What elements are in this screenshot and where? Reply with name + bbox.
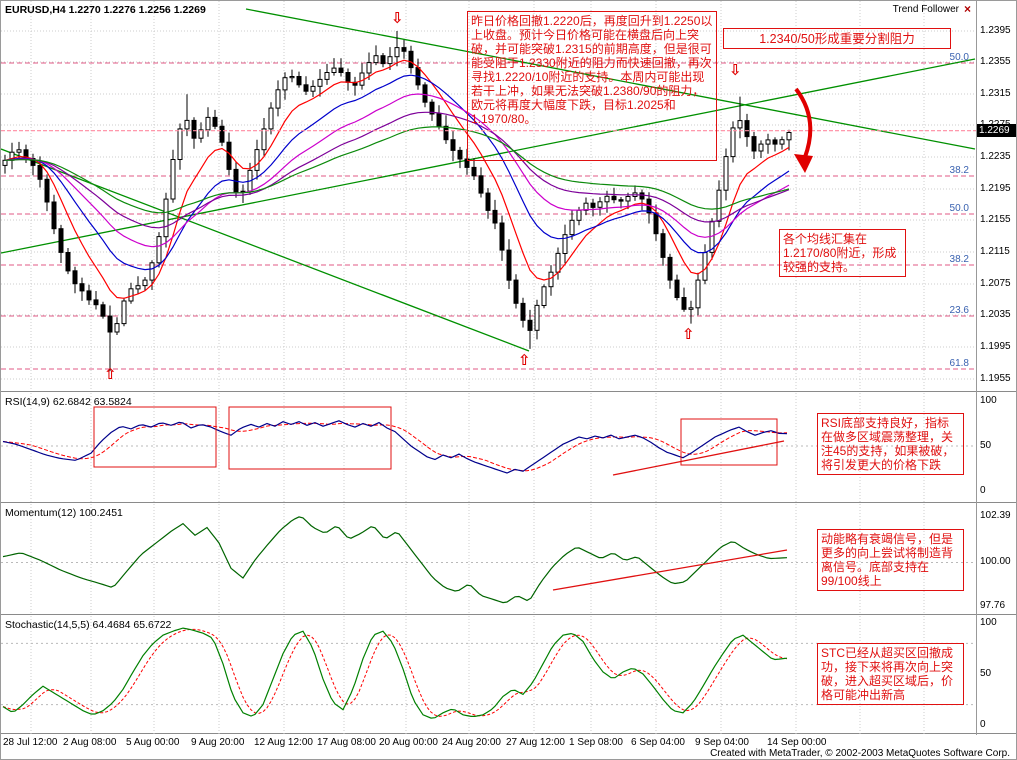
metatrader-credit: Created with MetaTrader, © 2002-2003 Met… — [710, 748, 1010, 759]
rsi-indicator-label: RSI(14,9) 62.6842 63.5824 — [5, 396, 132, 408]
main-chart-panel: 50.0 38.2 50.0 38.2 23.6 61.8 — [1, 1, 1016, 392]
signal-arrow-up: ⇧ — [682, 326, 695, 343]
resistance-annotation: 1.2340/50形成重要分割阻力 — [723, 28, 951, 49]
time-axis-label: 6 Sep 04:00 — [631, 737, 685, 748]
time-axis-label: 2 Aug 08:00 — [63, 737, 117, 748]
time-axis[interactable]: 28 Jul 12:00 2 Aug 08:00 5 Aug 00:00 9 Aug … — [1, 735, 1016, 751]
forecast-annotation: 昨日价格回撤1.2220后，再度回升到1.2250以上收盘。预计今日价格可能在横… — [467, 11, 717, 161]
price-axis-label: 1.1995 — [980, 341, 1011, 352]
svg-text:23.6: 23.6 — [950, 305, 970, 316]
signal-arrow-down: ⇩ — [391, 10, 404, 27]
svg-text:38.2: 38.2 — [950, 165, 970, 176]
signal-arrow-up: ⇧ — [104, 366, 117, 383]
momentum-canvas[interactable] — [1, 504, 976, 615]
time-axis-label: 1 Sep 08:00 — [569, 737, 623, 748]
current-price-badge: 1.2269 — [977, 124, 1016, 137]
momentum-panel — [1, 504, 1016, 615]
rsi-canvas[interactable] — [1, 393, 976, 503]
time-axis-label: 9 Aug 20:00 — [191, 737, 245, 748]
time-axis-label: 24 Aug 20:00 — [442, 737, 501, 748]
stochastic-panel — [1, 616, 1016, 734]
time-axis-label: 28 Jul 12:00 — [3, 737, 58, 748]
price-axis-label: 1.2155 — [980, 214, 1011, 225]
indicator-axis-label: 50 — [980, 440, 992, 451]
rsi-annotation: RSI底部支持良好，指标在做多区域震荡整理，关注45的支持，如果被破，将引发更大… — [817, 413, 964, 475]
stochastic-indicator-label: Stochastic(14,5,5) 64.4684 65.6722 — [5, 619, 172, 631]
svg-text:61.8: 61.8 — [950, 358, 970, 369]
signal-arrow-up: ⇧ — [518, 352, 531, 369]
svg-text:50.0: 50.0 — [950, 52, 970, 63]
time-axis-label: 5 Aug 00:00 — [126, 737, 180, 748]
signal-arrow-down: ⇩ — [729, 62, 742, 79]
svg-text:38.2: 38.2 — [950, 254, 970, 265]
time-axis-label: 27 Aug 12:00 — [506, 737, 565, 748]
price-axis-label: 1.2395 — [980, 25, 1011, 36]
indicator-axis-label: 102.39 — [980, 510, 1011, 521]
indicator-axis-label: 50 — [980, 668, 992, 679]
time-axis-label: 14 Sep 00:00 — [767, 737, 827, 748]
indicator-axis-label: 0 — [980, 485, 986, 496]
indicator-axis-label: 97.76 — [980, 600, 1006, 611]
price-axis-label: 1.2075 — [980, 278, 1011, 289]
price-axis-label: 1.1955 — [980, 373, 1011, 384]
indicator-axis-label: 0 — [980, 719, 986, 730]
chart-ohlc-title: EURUSD,H4 1.2270 1.2276 1.2256 1.2269 — [5, 4, 206, 16]
close-icon[interactable]: × — [964, 2, 972, 16]
price-axis-label: 1.2235 — [980, 151, 1011, 162]
price-axis-label: 1.2355 — [980, 56, 1011, 67]
indicator-axis-label: 100 — [980, 395, 997, 406]
price-axis-separator — [976, 1, 977, 735]
price-axis-label: 1.2115 — [980, 246, 1010, 257]
rsi-panel — [1, 393, 1016, 503]
price-axis-label: 1.2315 — [980, 88, 1011, 99]
price-axis-label: 1.2195 — [980, 183, 1011, 194]
time-axis-label: 9 Sep 04:00 — [695, 737, 749, 748]
stochastic-annotation: STC已经从超买区回撤成功，接下来将再次向上突破，进入超买区域后，价格可能冲出新… — [817, 643, 964, 705]
ma-support-annotation: 各个均线汇集在1.2170/80附近，形成较强的支持。 — [779, 229, 906, 277]
momentum-indicator-label: Momentum(12) 100.2451 — [5, 507, 123, 519]
indicator-axis-label: 100 — [980, 617, 997, 628]
time-axis-label: 17 Aug 08:00 — [317, 737, 376, 748]
indicator-axis-label: 100.00 — [980, 556, 1011, 567]
momentum-annotation: 动能略有衰竭信号，但是更多的向上尝试将制造背离信号。底部支持在99/100线上 — [817, 529, 964, 591]
price-axis-label: 1.2035 — [980, 309, 1011, 320]
time-axis-label: 12 Aug 12:00 — [254, 737, 313, 748]
price-chart-canvas[interactable]: 50.0 38.2 50.0 38.2 23.6 61.8 — [1, 1, 976, 392]
svg-text:50.0: 50.0 — [950, 203, 970, 214]
template-name-label: Trend Follower — [892, 4, 959, 15]
time-axis-label: 20 Aug 00:00 — [379, 737, 438, 748]
stochastic-canvas[interactable] — [1, 616, 976, 734]
